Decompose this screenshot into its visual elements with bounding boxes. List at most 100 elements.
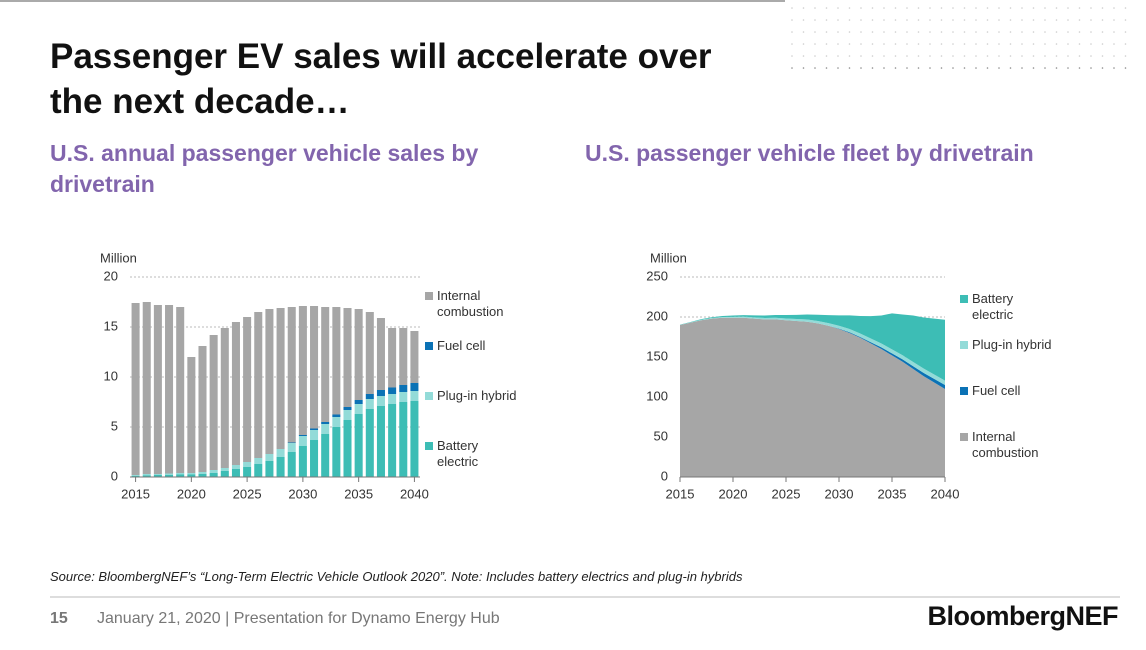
decor-dot [940,7,943,9]
decor-dot [1055,55,1058,57]
bar-segment [410,391,419,401]
decor-dot [1090,67,1092,69]
decor-dot [860,67,862,69]
bar-segment [153,305,162,474]
decor-dot [848,43,851,45]
bar-segment [298,435,307,436]
decor-dot [894,67,897,69]
decor-dot [906,55,908,57]
decor-dot [825,67,828,69]
area [680,317,945,477]
decor-dot [1113,19,1115,21]
decor-dot [963,43,966,45]
decor-dot [1124,7,1127,9]
decor-dot [1113,7,1115,9]
y-tick-label: 10 [104,368,118,383]
decor-dot [883,31,885,33]
decor-dot [791,67,793,69]
decor-dot [1101,19,1104,21]
decor-dot [894,31,897,33]
bar-segment [254,312,263,458]
legend-label: Battery electric [972,291,1014,322]
decor-dot [1113,55,1115,57]
bar-segment [365,312,374,394]
decor-dot [825,7,828,9]
decor-dot [1124,43,1127,45]
decor-dot [917,7,920,9]
decor-dot [1032,7,1035,9]
decor-dot [986,67,989,69]
decor-dot [952,7,954,9]
decor-dot [883,19,885,21]
decor-dot [894,19,897,21]
decor-dot [986,7,989,9]
bar-segment [354,404,363,414]
decor-dot [1055,31,1058,33]
decor-dot [975,55,977,57]
bar-segment [198,472,207,474]
decor-dot [1009,67,1012,69]
decor-dot [917,55,920,57]
bar-segment [410,331,419,383]
decor-dot [1044,43,1046,45]
decor-dot [1044,55,1046,57]
decor-dot [894,43,897,45]
bar-segment [176,474,185,477]
decor-dot [1078,19,1081,21]
decor-dot [883,7,885,9]
bar-segment [343,407,352,410]
decor-dot [952,19,954,21]
decor-dot [883,55,885,57]
slide-title: Passenger EV sales will accelerate over … [50,37,712,121]
bar-segment [265,309,274,454]
decor-dot [975,31,977,33]
decor-dot [906,31,908,33]
y-tick-label: 250 [646,268,668,283]
bar-segment [287,452,296,477]
decor-dot [825,31,828,33]
bar-segment [187,357,196,473]
legend-item: Battery electric [425,438,517,470]
decor-dot [998,19,1000,21]
decor-dot [1044,19,1046,21]
bar-segment [187,473,196,475]
decor-dot [1032,19,1035,21]
decor-dot [1067,7,1069,9]
decor-dot [1090,31,1092,33]
decor-dot [871,31,874,33]
decor-dot [1055,19,1058,21]
bar-segment [243,467,252,477]
bar-segment [176,307,185,473]
decor-dot [1078,67,1081,69]
decor-dot [825,55,828,57]
decor-dot [791,43,793,45]
bar-segment [332,417,341,427]
x-tick-label: 2040 [931,486,960,501]
decor-dot [1067,55,1069,57]
bar-segment [165,305,174,474]
decor-dot [1044,31,1046,33]
decor-dot [825,43,828,45]
bar-segment [165,473,174,475]
decor-dot [986,19,989,21]
x-tick-label: 2020 [177,486,206,501]
decor-dot [1101,55,1104,57]
bar-segment [287,442,296,443]
decor-dot [871,19,874,21]
decor-dot [1009,31,1012,33]
decor-dot [1032,67,1035,69]
decor-dot [963,55,966,57]
bar-segment [298,446,307,477]
bar-segment [332,414,341,417]
decor-dot [1078,31,1081,33]
decor-dot [940,43,943,45]
bar-segment [176,473,185,475]
decor-dot [1113,67,1115,69]
decor-dot [917,19,920,21]
decor-dot [802,55,805,57]
decor-dot [1101,67,1104,69]
decor-dot [1101,31,1104,33]
decor-dot [848,31,851,33]
decor-dot [952,31,954,33]
bar-segment [321,424,330,434]
